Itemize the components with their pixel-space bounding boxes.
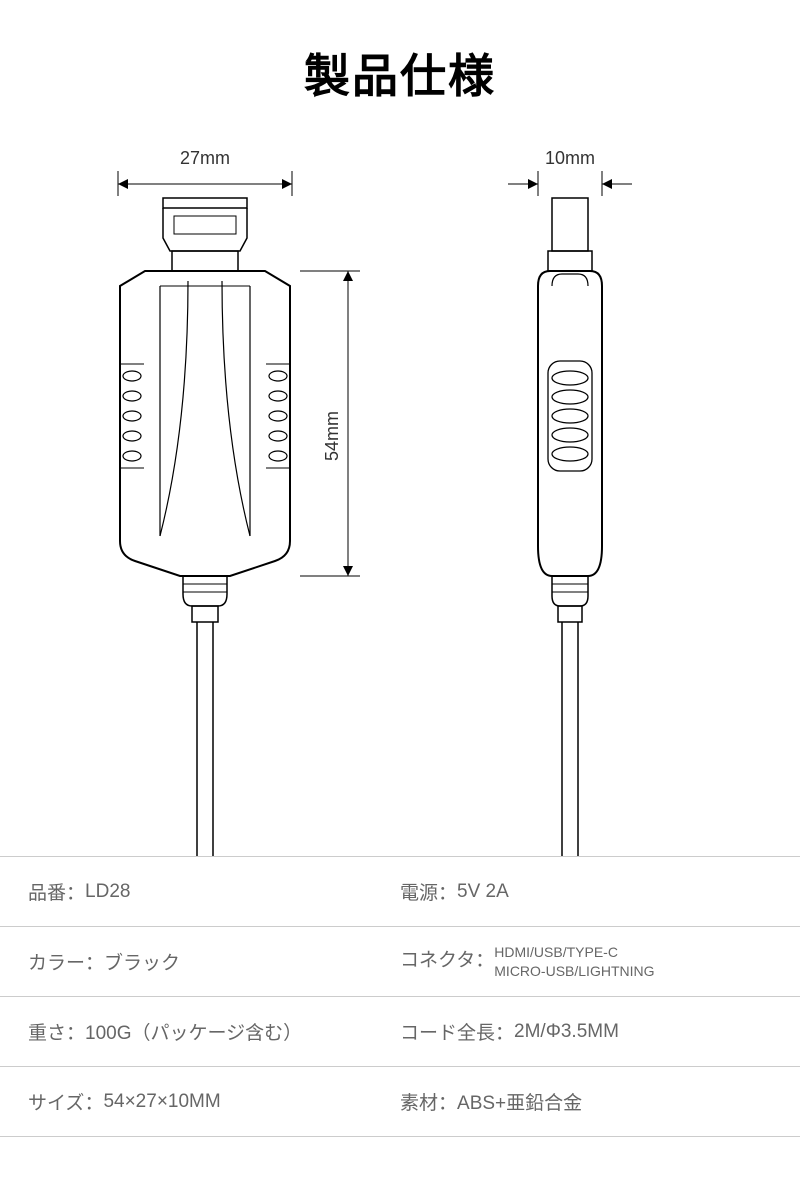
spec-cell: コネクタ： HDMI/USB/TYPE-C MICRO-USB/LIGHTNIN…: [400, 943, 772, 979]
technical-diagram: 27mm: [0, 136, 800, 856]
dim-width-side-label: 10mm: [545, 148, 595, 168]
spec-row: 品番：LD28 電源：5V 2A: [0, 857, 800, 927]
dim-width-front-label: 27mm: [180, 148, 230, 168]
dim-width-side: 10mm: [508, 148, 632, 196]
spec-table: 品番：LD28 電源：5V 2A カラー：ブラック コネクタ： HDMI/USB…: [0, 856, 800, 1137]
spec-cell: カラー：ブラック: [28, 948, 400, 975]
spec-cell: 電源：5V 2A: [400, 878, 772, 905]
spec-row: 重さ：100G（パッケージ含む） コード全長：2M/Φ3.5MM: [0, 997, 800, 1067]
spec-cell: 素材：ABS+亜鉛合金: [400, 1088, 772, 1115]
spec-row: サイズ：54×27×10MM 素材：ABS+亜鉛合金: [0, 1067, 800, 1137]
spec-cell: 重さ：100G（パッケージ含む）: [28, 1018, 400, 1045]
spec-cell: サイズ：54×27×10MM: [28, 1088, 400, 1115]
dim-width-front: 27mm: [118, 148, 292, 196]
dim-height-front: 54mm: [300, 271, 360, 576]
spec-cell: コード全長：2M/Φ3.5MM: [400, 1018, 772, 1045]
dim-height-front-label: 54mm: [322, 411, 342, 461]
front-view: 27mm: [118, 148, 360, 856]
side-view: 10mm: [508, 148, 632, 856]
page-title: 製品仕様: [0, 0, 800, 136]
spec-cell: 品番：LD28: [28, 878, 400, 905]
spec-row: カラー：ブラック コネクタ： HDMI/USB/TYPE-C MICRO-USB…: [0, 927, 800, 997]
